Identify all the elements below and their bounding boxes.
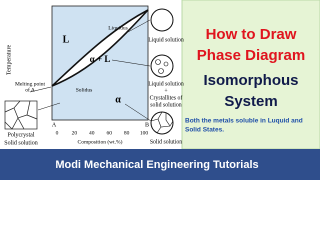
- x-tick-label: 0: [56, 130, 59, 136]
- axis-end-a: A: [52, 122, 57, 128]
- solid-circle: [150, 111, 174, 135]
- liquidus-label: Liquidus: [108, 25, 128, 31]
- title-line: Phase Diagram: [197, 47, 305, 64]
- liquid-circle: [150, 8, 174, 32]
- y-axis-label: Temperature: [6, 45, 12, 76]
- microstructure-label: Solid solution: [150, 139, 182, 145]
- polycrystal-image: [4, 100, 38, 130]
- x-tick-label: 80: [124, 130, 130, 136]
- solidus-label: Solidus: [76, 87, 93, 93]
- polycrystal-label: Polycrystal: [8, 132, 35, 138]
- title-panel: [181, 0, 320, 150]
- mixed-circle: [150, 54, 174, 78]
- title-line: System: [224, 93, 277, 110]
- footer-text: Modi Mechanical Engineering Tutorials: [55, 159, 258, 171]
- x-axis-label: Composition (wt.%): [78, 138, 123, 145]
- description: Both the metals soluble in Luquid and: [185, 118, 303, 125]
- title-line: Isomorphous: [203, 72, 298, 89]
- axis-end-b: B: [145, 122, 149, 128]
- pointer: [111, 59, 151, 67]
- region-solid: α: [115, 94, 121, 105]
- region-liquid: L: [63, 34, 70, 45]
- melting-point-label: of A: [25, 86, 35, 93]
- title-line: How to Draw: [206, 26, 297, 43]
- x-tick-label: 40: [89, 130, 95, 136]
- thumbnail: Temperature Melting point of A Liquidus …: [0, 0, 320, 180]
- microstructure-label: +: [164, 88, 167, 94]
- melting-point-label: Melting point: [15, 81, 46, 87]
- pointer: [124, 103, 152, 122]
- microstructure-label: Liquid solution: [148, 81, 184, 87]
- description: Solid States.: [185, 127, 224, 134]
- pointer: [127, 19, 151, 33]
- polycrystal-pointer: [37, 102, 61, 111]
- region-two-phase: α + L: [90, 54, 111, 64]
- two-phase-lens: [51, 9, 149, 87]
- microstructure-label: Crystallites of: [150, 94, 183, 101]
- footer-bar: [0, 149, 320, 180]
- x-ticks: 0 20 40 60 80 100: [56, 130, 149, 136]
- melting-point-pointer: [29, 86, 52, 93]
- polycrystal-label: Solid solution: [4, 140, 38, 146]
- microstructure-label: Liquid solution: [148, 37, 184, 43]
- x-tick-label: 100: [140, 130, 149, 136]
- x-tick-label: 60: [106, 130, 112, 136]
- microstructure-label: solid solution: [150, 102, 182, 108]
- x-tick-label: 20: [72, 130, 78, 136]
